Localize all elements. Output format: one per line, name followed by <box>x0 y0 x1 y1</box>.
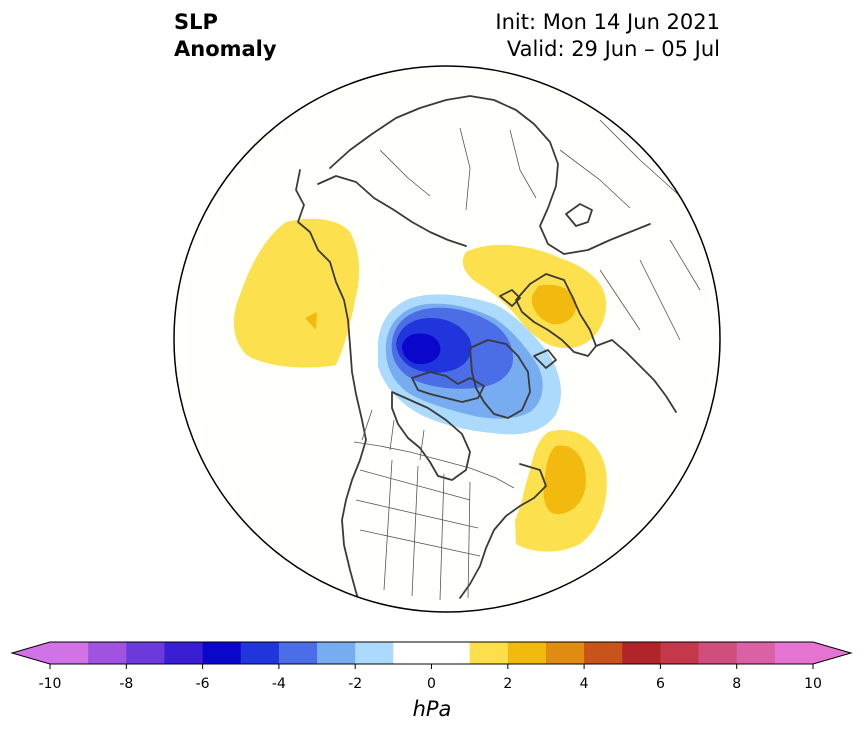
novaya-zemlya <box>565 203 593 227</box>
colorbar-box <box>355 642 394 664</box>
pacific-high-1hpa <box>233 218 360 368</box>
colorbar-box <box>202 642 242 664</box>
canadian-islands <box>411 371 485 403</box>
colorbar-tick-label: 8 <box>732 676 741 692</box>
greenland-coast <box>469 339 531 419</box>
colorbar-box <box>164 642 204 664</box>
map-frame <box>173 65 721 613</box>
colorbar-tick-label: -6 <box>196 676 210 692</box>
colorbar-tick-label: 2 <box>503 676 512 692</box>
colorbar-boxes <box>10 641 853 665</box>
forecast-info: Init: Mon 14 Jun 2021 Valid: 29 Jun – 05… <box>495 9 720 63</box>
arctic-low-minus5 <box>402 333 441 364</box>
colorbar-box <box>545 642 585 664</box>
iceland <box>533 349 557 369</box>
map-title: SLP Anomaly <box>174 9 277 63</box>
colorbar-box <box>469 642 509 664</box>
coastlines <box>295 95 677 612</box>
colorbar-tick-label: -8 <box>119 676 133 692</box>
north-america-west-coast <box>295 169 367 612</box>
colorbar-box <box>50 642 89 664</box>
colorbar-box <box>393 642 471 664</box>
title-line-2: Anomaly <box>174 37 277 61</box>
colorbar-unit: hPa <box>413 697 452 721</box>
atlantic-high-2hpa <box>543 445 586 515</box>
pacific-high-2hpa <box>305 312 317 330</box>
colorbar-box <box>507 642 547 664</box>
colorbar-outline <box>10 641 853 665</box>
hudson-bay-coast <box>391 391 471 481</box>
europe-high-2hpa <box>531 284 577 325</box>
colorbar-tick-label: -2 <box>348 676 362 692</box>
eurasia-arctic-coast <box>329 95 651 255</box>
colorbar-box <box>88 642 127 664</box>
colorbar-tick-label: -4 <box>272 676 286 692</box>
title-line-1: SLP <box>174 10 218 34</box>
us-canada-border <box>353 441 515 489</box>
valid-dates: Valid: 29 Jun – 05 Jul <box>506 37 720 61</box>
colorbar-tick-label: 10 <box>804 676 822 692</box>
colorbar-extend-high <box>813 642 851 664</box>
svalbard <box>499 289 521 307</box>
europe-coast <box>595 339 677 413</box>
colorbar-extend-low <box>12 642 50 664</box>
colorbar-box <box>698 642 738 664</box>
political-borders <box>353 119 701 601</box>
colorbar-box <box>126 642 165 664</box>
init-date: Init: Mon 14 Jun 2021 <box>495 10 720 34</box>
colorbar-tick-label: 6 <box>656 676 665 692</box>
siberia-north-coast <box>317 175 467 247</box>
colorbar-tick-label: 4 <box>580 676 589 692</box>
colorbar-box <box>240 642 280 664</box>
asia-borders <box>379 119 681 211</box>
colorbar-box <box>660 642 700 664</box>
colorbar-box <box>317 642 356 664</box>
north-america-east-coast <box>459 463 547 599</box>
anomaly-fields <box>233 218 607 552</box>
colorbar-box <box>736 642 776 664</box>
canada-province-lines <box>361 409 425 461</box>
colorbar-box <box>774 642 814 664</box>
colorbar-tick-label: 0 <box>427 676 436 692</box>
europe-borders <box>599 239 701 341</box>
polar-map <box>173 65 721 613</box>
colorbar-box <box>622 642 661 664</box>
us-state-lines <box>355 459 481 601</box>
colorbar-box <box>584 642 623 664</box>
colorbar-box <box>278 642 318 664</box>
colorbar-tick-label: -10 <box>39 676 62 692</box>
colorbar-ticks: -10 -8 -6 -4 -2 0 2 4 6 8 10 <box>39 664 822 692</box>
